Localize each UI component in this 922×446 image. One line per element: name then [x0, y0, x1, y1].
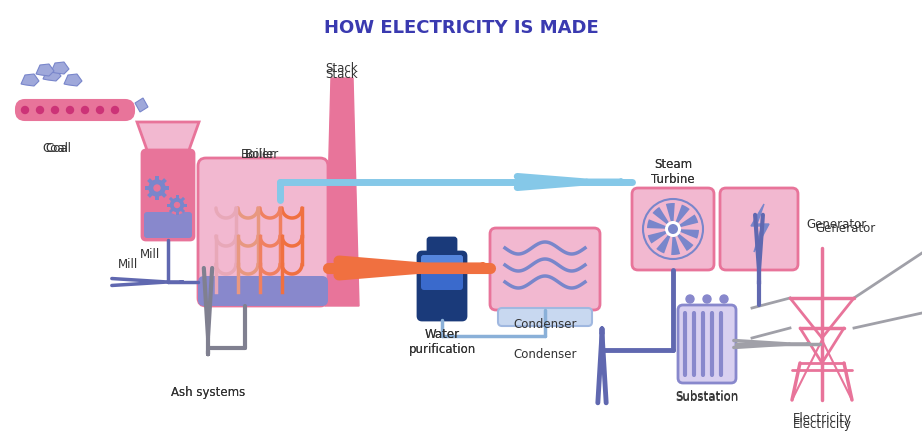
Text: Water
purification: Water purification: [408, 328, 476, 356]
Text: Ash systems: Ash systems: [171, 386, 245, 399]
Wedge shape: [666, 203, 675, 229]
FancyBboxPatch shape: [144, 212, 192, 238]
FancyBboxPatch shape: [16, 100, 134, 120]
Wedge shape: [673, 215, 698, 229]
FancyBboxPatch shape: [720, 188, 798, 270]
Circle shape: [37, 107, 43, 113]
Circle shape: [66, 107, 74, 113]
Circle shape: [720, 295, 728, 303]
Circle shape: [21, 107, 29, 113]
Polygon shape: [64, 74, 82, 86]
Polygon shape: [169, 208, 174, 213]
Wedge shape: [671, 229, 680, 255]
Polygon shape: [325, 78, 359, 306]
FancyBboxPatch shape: [498, 308, 592, 326]
Polygon shape: [148, 191, 153, 198]
Text: Stack: Stack: [325, 62, 359, 75]
Text: Ash systems: Ash systems: [171, 386, 245, 399]
FancyBboxPatch shape: [198, 276, 328, 306]
Text: Electricity: Electricity: [793, 418, 852, 431]
Text: Water
purification: Water purification: [408, 328, 476, 356]
Polygon shape: [160, 191, 167, 198]
Circle shape: [97, 107, 103, 113]
Text: Substation: Substation: [676, 390, 739, 403]
FancyBboxPatch shape: [142, 150, 194, 240]
Text: Condenser: Condenser: [514, 318, 577, 331]
Polygon shape: [180, 208, 185, 213]
Text: Steam
Turbine: Steam Turbine: [651, 158, 695, 186]
Wedge shape: [656, 229, 673, 253]
Circle shape: [665, 221, 681, 237]
Polygon shape: [21, 74, 39, 86]
FancyBboxPatch shape: [678, 305, 736, 383]
Circle shape: [171, 198, 183, 211]
Wedge shape: [673, 229, 693, 251]
Polygon shape: [137, 122, 199, 150]
Polygon shape: [167, 203, 171, 206]
Text: Generator: Generator: [815, 223, 875, 235]
Text: Mill: Mill: [140, 248, 160, 261]
Circle shape: [643, 199, 703, 259]
Polygon shape: [51, 62, 69, 74]
Circle shape: [112, 107, 119, 113]
Circle shape: [149, 180, 165, 196]
Polygon shape: [148, 178, 153, 185]
Polygon shape: [160, 178, 167, 185]
Polygon shape: [155, 195, 159, 200]
Polygon shape: [175, 195, 179, 199]
Circle shape: [703, 295, 711, 303]
Text: Mill: Mill: [118, 258, 138, 271]
Circle shape: [668, 224, 678, 234]
Wedge shape: [653, 207, 673, 229]
Text: Condenser: Condenser: [514, 348, 577, 361]
Polygon shape: [135, 98, 148, 112]
Polygon shape: [169, 197, 174, 202]
FancyBboxPatch shape: [421, 255, 463, 290]
Polygon shape: [36, 64, 54, 76]
Polygon shape: [43, 69, 61, 81]
Polygon shape: [180, 197, 185, 202]
FancyBboxPatch shape: [490, 228, 600, 310]
Text: Boiler: Boiler: [241, 148, 275, 161]
Circle shape: [81, 107, 89, 113]
Circle shape: [154, 185, 160, 191]
Circle shape: [146, 177, 168, 199]
Circle shape: [174, 202, 180, 207]
Text: Coal: Coal: [45, 142, 71, 155]
Text: Steam
Turbine: Steam Turbine: [651, 158, 695, 186]
Polygon shape: [145, 186, 150, 190]
Polygon shape: [183, 203, 187, 206]
Polygon shape: [175, 211, 179, 215]
Polygon shape: [164, 186, 169, 190]
Polygon shape: [155, 176, 159, 181]
Wedge shape: [647, 219, 673, 229]
Polygon shape: [751, 204, 769, 252]
FancyBboxPatch shape: [198, 158, 328, 306]
Circle shape: [168, 196, 186, 214]
Wedge shape: [673, 205, 690, 229]
Text: Coal: Coal: [42, 142, 68, 155]
Wedge shape: [648, 229, 673, 244]
Text: Substation: Substation: [676, 391, 739, 404]
Text: Generator: Generator: [806, 219, 867, 231]
Text: Boiler: Boiler: [245, 148, 279, 161]
FancyBboxPatch shape: [421, 255, 463, 270]
Text: HOW ELECTRICITY IS MADE: HOW ELECTRICITY IS MADE: [324, 19, 598, 37]
Circle shape: [52, 107, 58, 113]
Circle shape: [686, 295, 694, 303]
Wedge shape: [673, 229, 699, 239]
Text: Electricity: Electricity: [793, 412, 852, 425]
FancyBboxPatch shape: [428, 238, 456, 252]
Text: Stack: Stack: [325, 68, 359, 81]
FancyBboxPatch shape: [632, 188, 714, 270]
FancyBboxPatch shape: [418, 252, 466, 320]
